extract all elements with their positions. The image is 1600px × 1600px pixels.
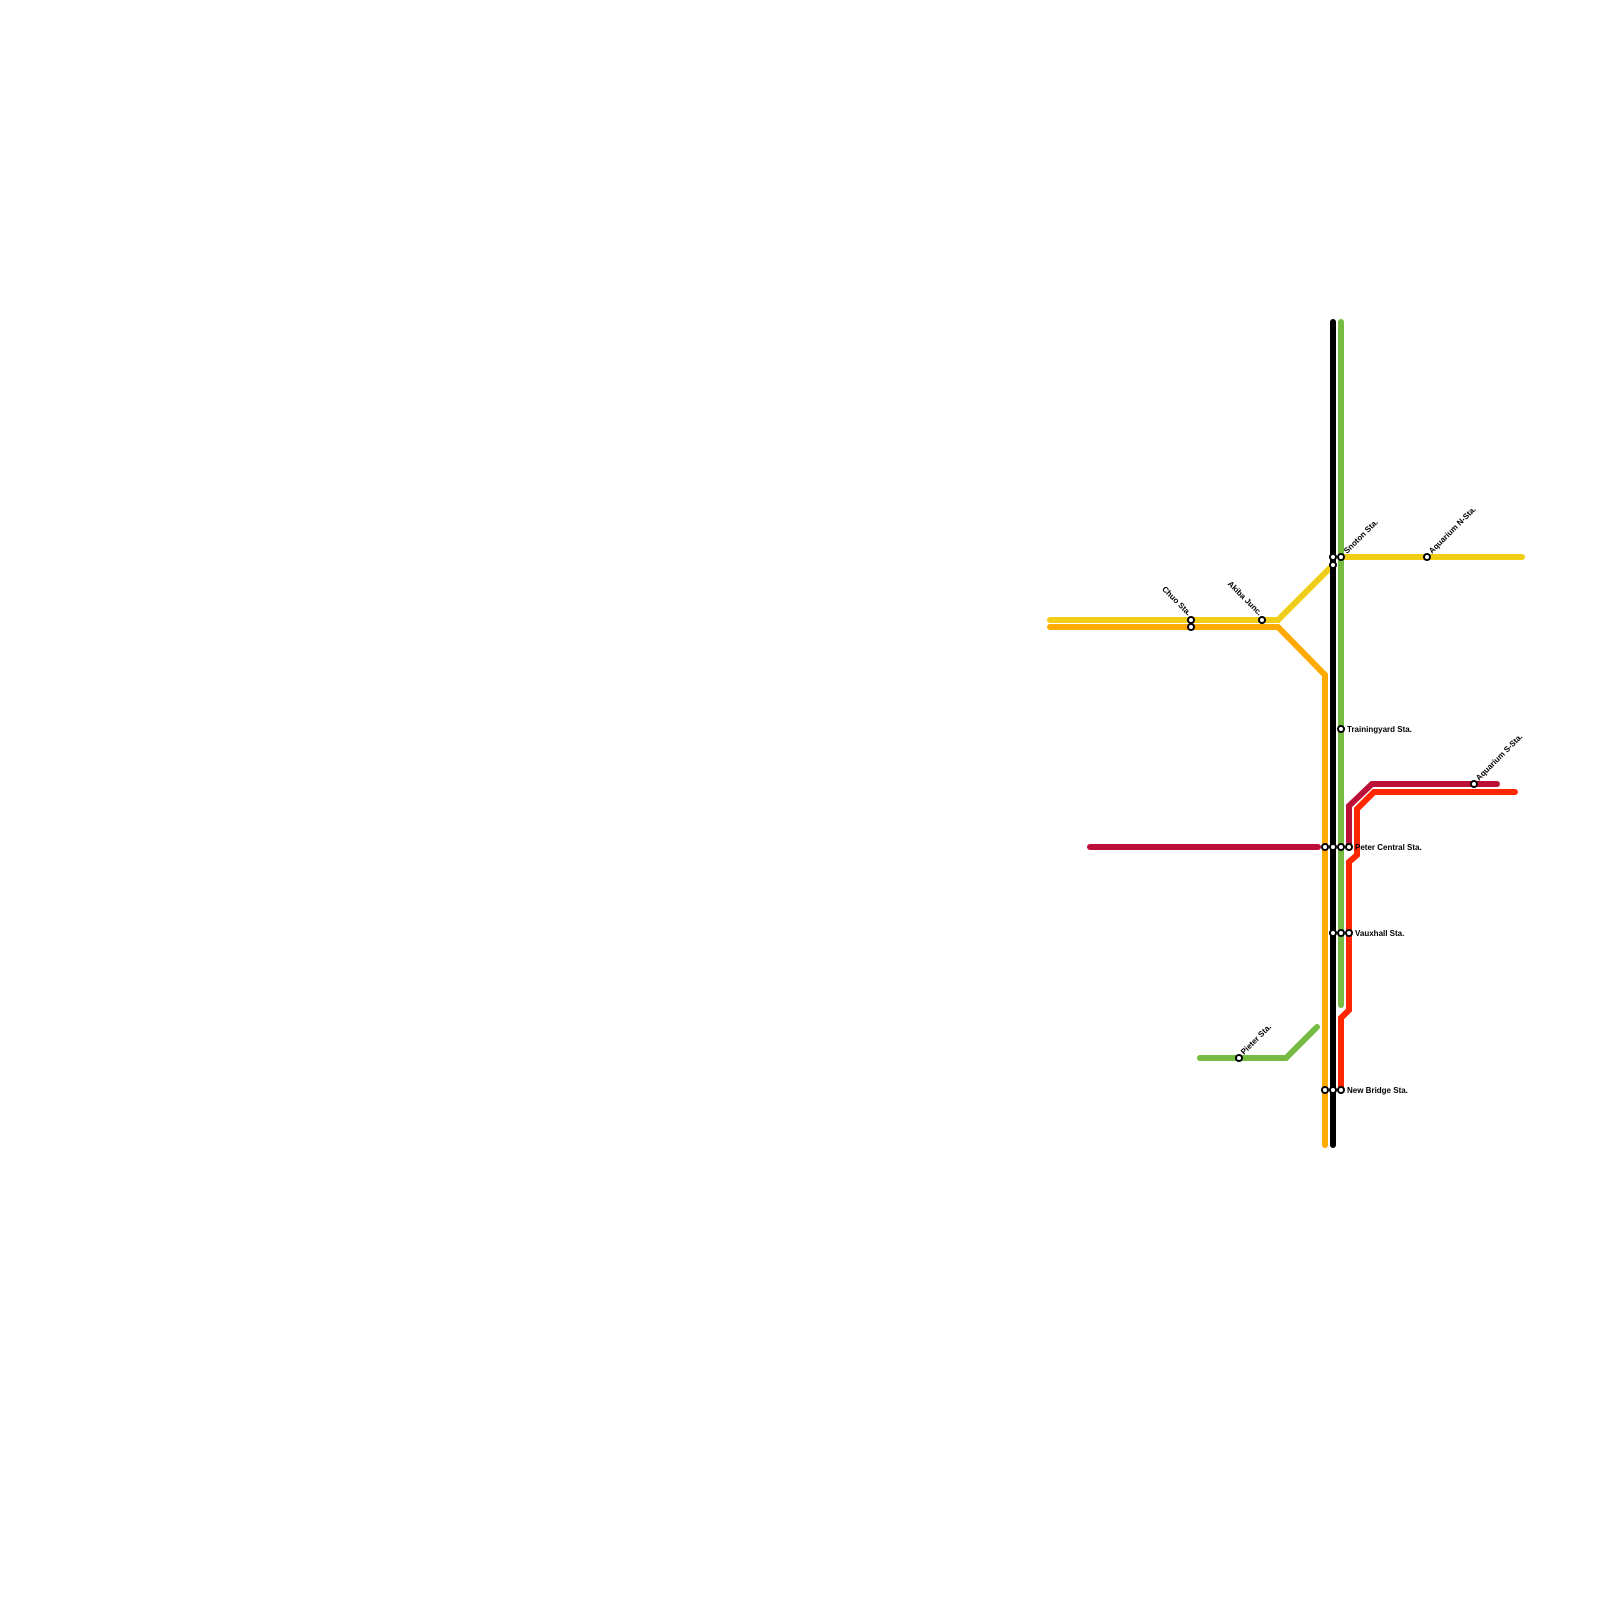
- station-marker-akiba[interactable]: [1258, 616, 1266, 624]
- station-label-peter-central: Peter Central Sta.: [1355, 843, 1422, 852]
- station-label-snoton: Snoton Sta.: [1342, 518, 1380, 556]
- line-orange[interactable]: [1047, 624, 1328, 1148]
- station-marker-chuo[interactable]: [1187, 616, 1195, 624]
- station-label-chuo: Chuo Sta.: [1160, 585, 1193, 618]
- line-red[interactable]: [1338, 789, 1518, 1093]
- line-crimson-east[interactable]: [1346, 781, 1500, 850]
- station-marker-newbridge-3[interactable]: [1337, 1086, 1345, 1094]
- station-marker-snoton-1[interactable]: [1329, 553, 1337, 561]
- station-marker-peter-1[interactable]: [1321, 843, 1329, 851]
- station-marker-newbridge-1[interactable]: [1321, 1086, 1329, 1094]
- station-marker-aquarium-n[interactable]: [1423, 553, 1431, 561]
- station-marker-pieter[interactable]: [1235, 1054, 1243, 1062]
- station-label-trainingyard: Trainingyard Sta.: [1347, 725, 1412, 734]
- station-marker-peter-3[interactable]: [1337, 843, 1345, 851]
- station-label-vauxhall: Vauxhall Sta.: [1355, 929, 1404, 938]
- station-marker-vauxhall-3[interactable]: [1345, 929, 1353, 937]
- station-marker-peter-2[interactable]: [1329, 843, 1337, 851]
- station-marker-snoton-3[interactable]: [1329, 561, 1337, 569]
- station-marker-peter-4[interactable]: [1345, 843, 1353, 851]
- station-label-aquarium-n: Aquarium N-Sta.: [1427, 505, 1478, 556]
- station-label-akiba: Akiba Junc.: [1226, 579, 1264, 617]
- line-green-lower[interactable]: [1197, 1024, 1320, 1061]
- line-yellow[interactable]: [1047, 562, 1336, 623]
- station-label-new-bridge: New Bridge Sta.: [1347, 1086, 1408, 1095]
- station-marker-trainingyard[interactable]: [1337, 725, 1345, 733]
- station-label-pieter: Pieter Sta.: [1239, 1022, 1273, 1056]
- station-marker-snoton-2[interactable]: [1337, 553, 1345, 561]
- station-marker-vauxhall-2[interactable]: [1337, 929, 1345, 937]
- station-label-aquarium-s: Aquarium S-Sta.: [1474, 732, 1524, 782]
- station-marker-newbridge-2[interactable]: [1329, 1086, 1337, 1094]
- station-marker-aquarium-s[interactable]: [1470, 780, 1478, 788]
- station-marker-vauxhall-1[interactable]: [1329, 929, 1337, 937]
- station-marker-chuo-2[interactable]: [1187, 623, 1195, 631]
